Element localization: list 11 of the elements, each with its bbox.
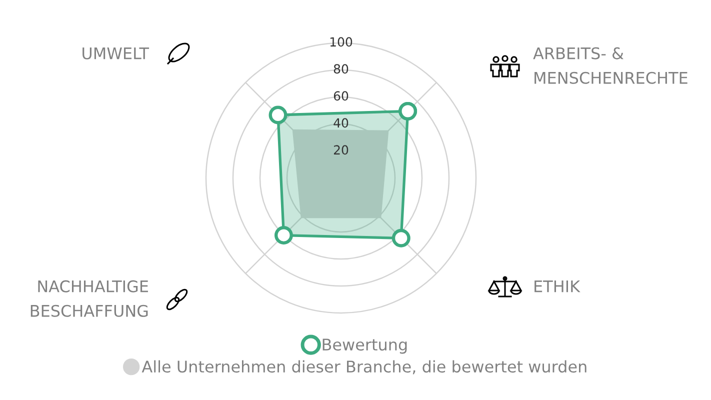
y-tick-label: 100 [330, 37, 352, 47]
spoke-label: ETHIK [534, 280, 580, 292]
y-tick-label: 80 [334, 64, 348, 74]
y-tick-label: 20 [334, 145, 348, 155]
spoke-label: ARBEITS- & MENSCHENRECHTE [533, 47, 688, 84]
spoke-label: NACHHALTIGE BESCHAFFUNG [30, 280, 148, 317]
y-tick-label: 60 [334, 91, 348, 101]
legend-label: Alle Unternehmen dieser Branche, die bewertet wurden [142, 360, 586, 374]
y-tick-label: 40 [334, 118, 348, 128]
legend-label: Bewertung [322, 338, 407, 354]
spoke-label: UMWELT [82, 47, 150, 60]
